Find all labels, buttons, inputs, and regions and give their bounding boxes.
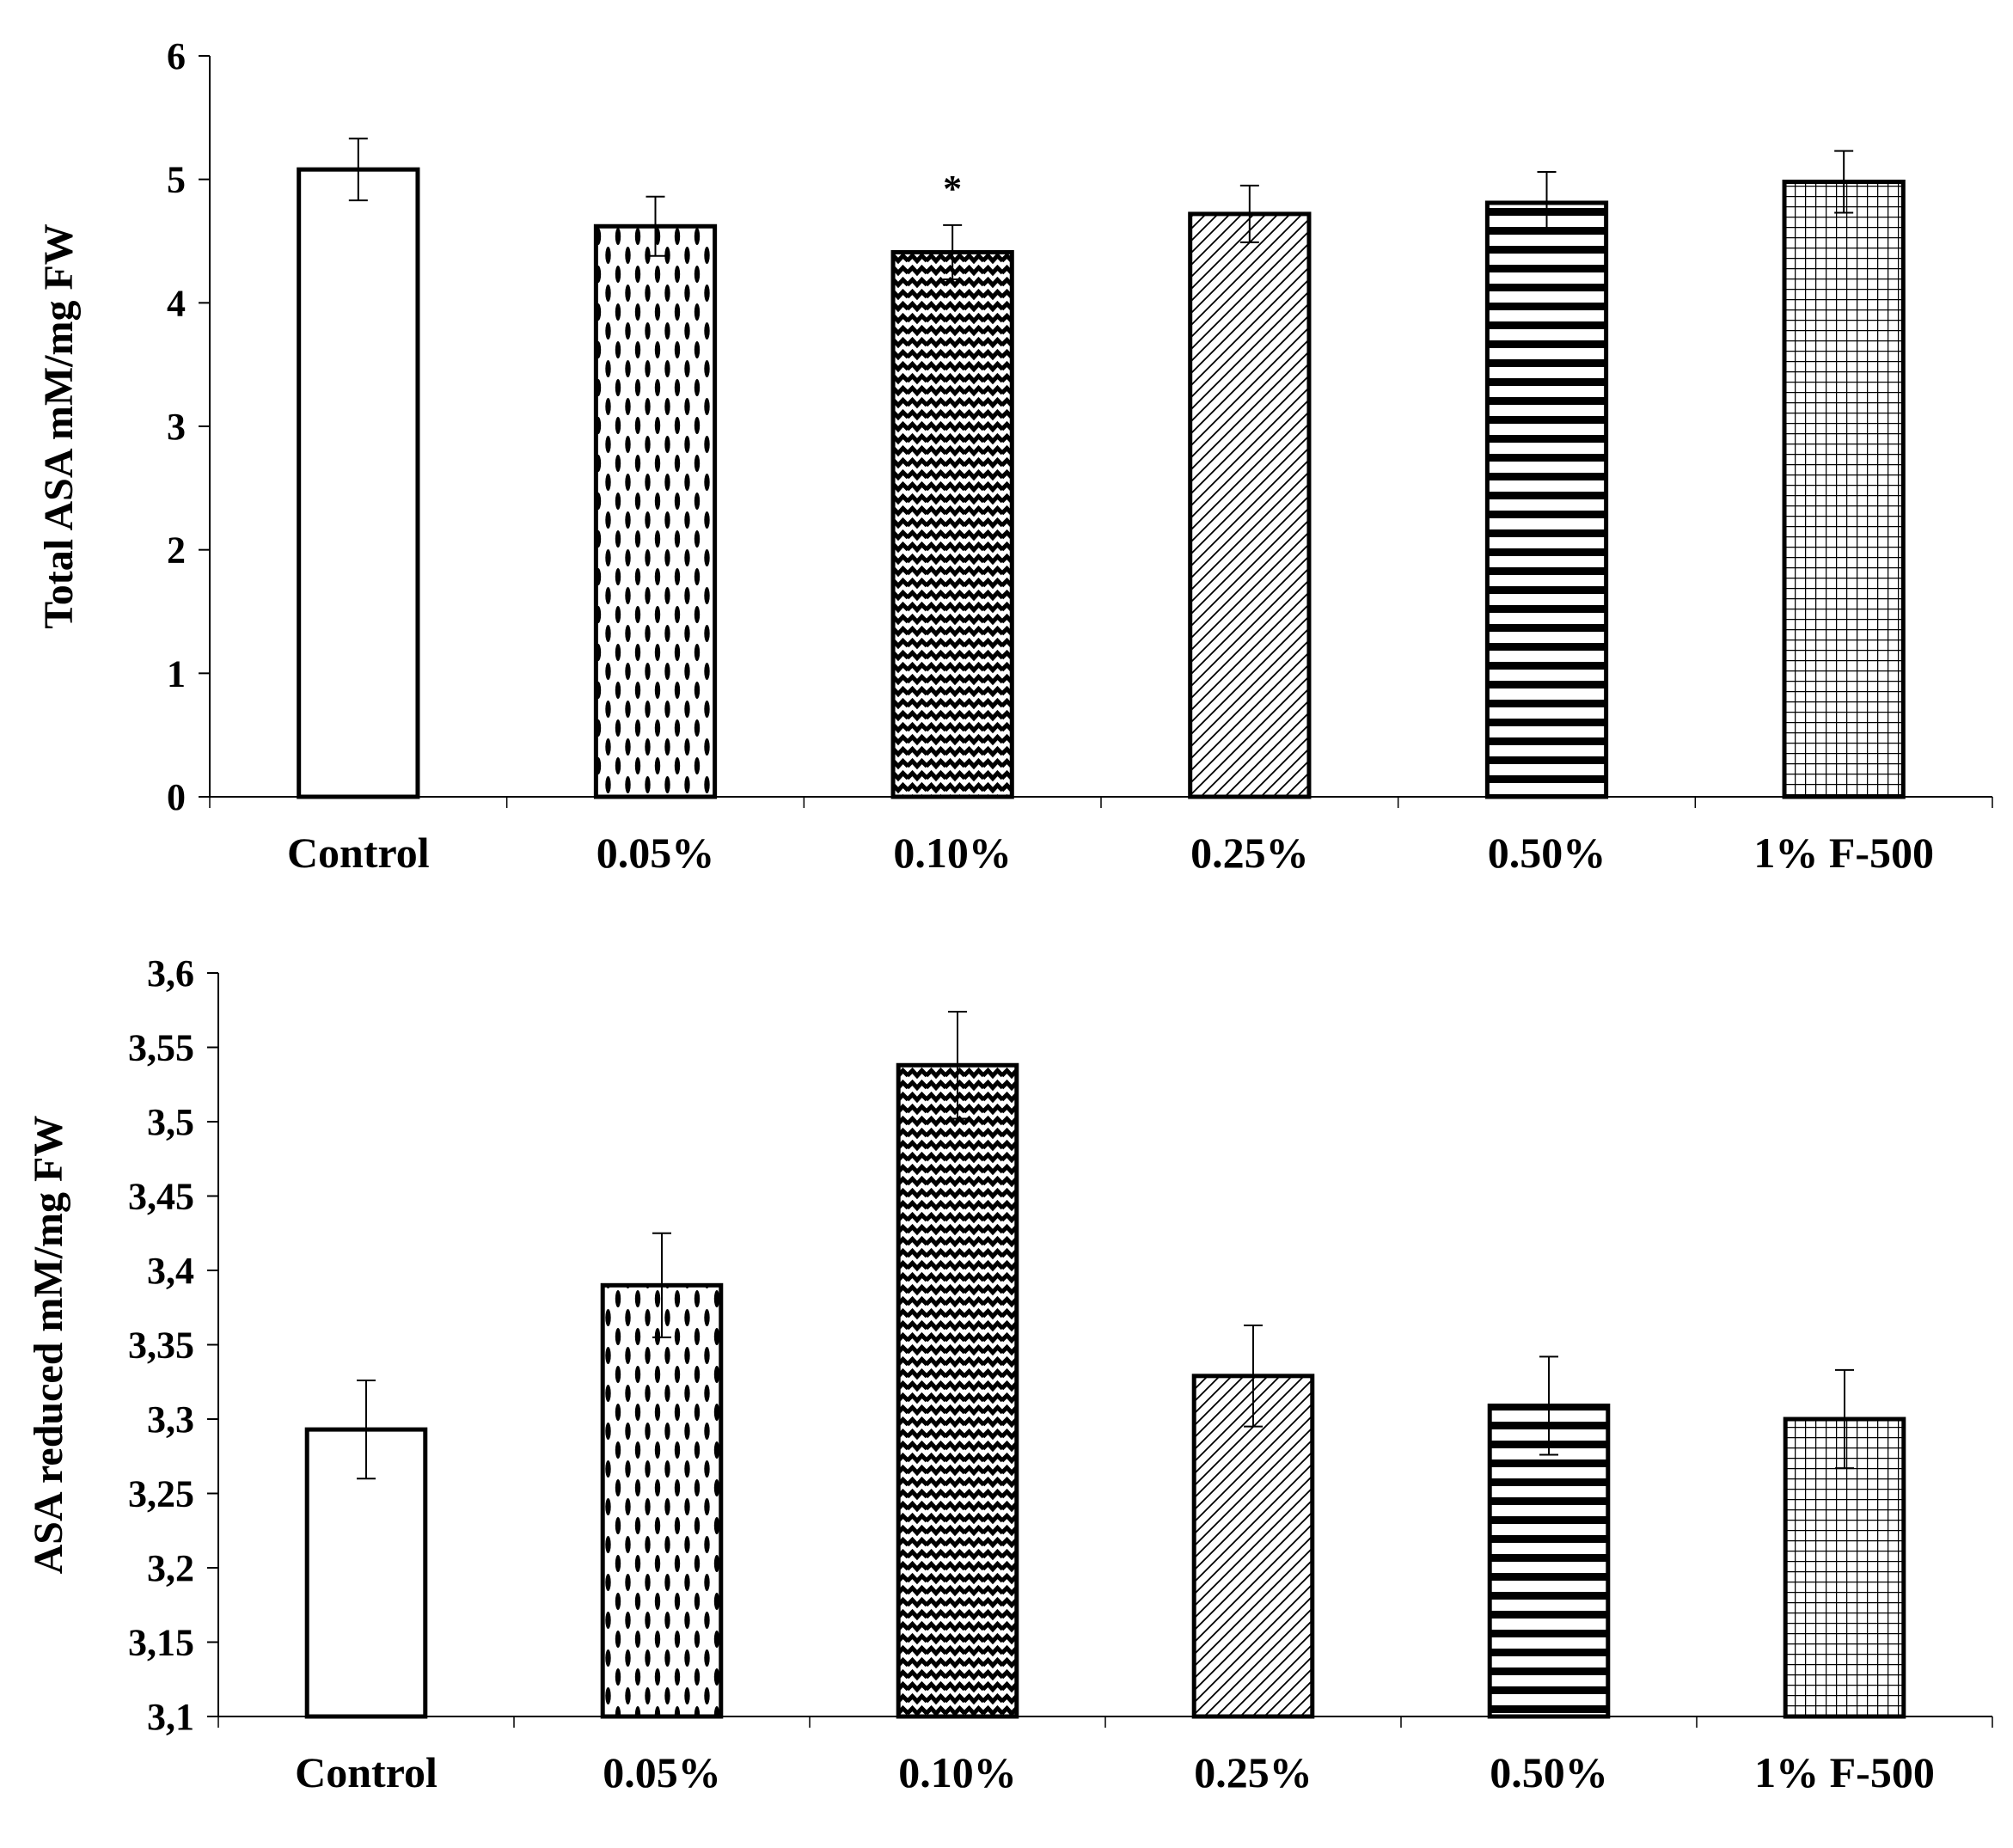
error-bar-1pct-f-500: [1834, 150, 1854, 214]
error-bar-0-50pct: [1539, 1355, 1558, 1456]
total-asa-chart: 0 1 2 3 4 5 6 Control 0.05% 0.10% * 0.25% 0.50% 1% F-…: [0, 0, 2013, 894]
significance-marker: *: [943, 168, 962, 210]
bar-0-05pct: [593, 223, 718, 799]
x-tick-label: 0.05%: [603, 1748, 721, 1796]
error-bar-control: [357, 1380, 376, 1480]
x-tick-label: 0.25%: [1194, 1748, 1312, 1796]
y-tick-label: 3,35: [128, 1325, 194, 1367]
y-tick-label: 3,5: [147, 1101, 194, 1143]
bar-control: [297, 167, 420, 799]
y-tick-label: 2: [167, 529, 186, 572]
total-asa-chart-svg: 0 1 2 3 4 5 6 Control 0.05% 0.10% * 0.25% 0.50% 1% F-…: [36, 35, 1993, 877]
error-bar-0-25pct: [1239, 184, 1259, 243]
y-tick-label: 3,15: [128, 1622, 194, 1664]
bar-control: [304, 1427, 428, 1719]
error-bar-1pct-f-500: [1835, 1368, 1854, 1470]
error-bar-0-10pct: [943, 223, 963, 281]
x-tick-label: 1% F-500: [1754, 1748, 1935, 1796]
x-tick-label: 0.25%: [1190, 829, 1309, 877]
error-bar-control: [348, 138, 368, 202]
bar-0-10pct: [896, 1062, 1019, 1719]
y-tick-label: 3,1: [147, 1696, 194, 1738]
x-tick-label: 0.10%: [893, 829, 1012, 877]
bar-0-10pct: [890, 249, 1014, 799]
y-tick-label: 3,2: [147, 1547, 194, 1589]
bar-0-50pct: [1484, 200, 1609, 799]
y-tick-label: 3,45: [128, 1176, 194, 1218]
y-tick-label: 3,55: [128, 1027, 194, 1069]
x-tick-label: 0.50%: [1488, 829, 1606, 877]
y-tick-label: 5: [167, 159, 186, 201]
x-tick-label: 0.05%: [597, 829, 715, 877]
error-bar-0-25pct: [1244, 1325, 1263, 1428]
x-tick-label: 0.50%: [1490, 1748, 1608, 1796]
x-tick-label: 1% F-500: [1753, 829, 1934, 877]
x-tick-label: Control: [295, 1748, 437, 1796]
y-axis-title: ASA reduced mM/mg FW: [26, 1116, 71, 1575]
error-bar-0-05pct: [646, 195, 665, 257]
y-tick-label: 0: [167, 776, 186, 818]
asa-reduced-chart: 3,1 3,15 3,2 3,25 3,3 3,35 3,4 3,45 3,5 3,55 3,6 Co…: [0, 911, 2013, 1844]
bar-0-05pct: [600, 1282, 724, 1719]
y-tick-label: 4: [167, 282, 186, 324]
error-bar-0-50pct: [1537, 171, 1557, 235]
x-tick-label: Control: [287, 829, 430, 877]
y-tick-label: 1: [167, 652, 186, 695]
y-tick-label: 3,25: [128, 1473, 194, 1515]
asa-reduced-chart-svg: 3,1 3,15 3,2 3,25 3,3 3,35 3,4 3,45 3,5 3,55 3,6 Co…: [26, 952, 1993, 1796]
y-axis-title: Total ASA mM/mg FW: [36, 223, 82, 629]
bar-0-25pct: [1188, 211, 1312, 799]
y-tick-label: 3: [167, 406, 186, 448]
error-bar-0-05pct: [652, 1232, 671, 1338]
y-tick-label: 3,6: [147, 952, 194, 994]
y-tick-label: 3,3: [147, 1398, 194, 1441]
bar-1pct-f-500: [1782, 180, 1906, 799]
bar-0-50pct: [1487, 1403, 1611, 1719]
error-bar-0-10pct: [948, 1010, 967, 1120]
x-tick-label: 0.10%: [898, 1748, 1017, 1796]
y-tick-label: 6: [167, 35, 186, 77]
y-tick-label: 3,4: [147, 1250, 194, 1292]
